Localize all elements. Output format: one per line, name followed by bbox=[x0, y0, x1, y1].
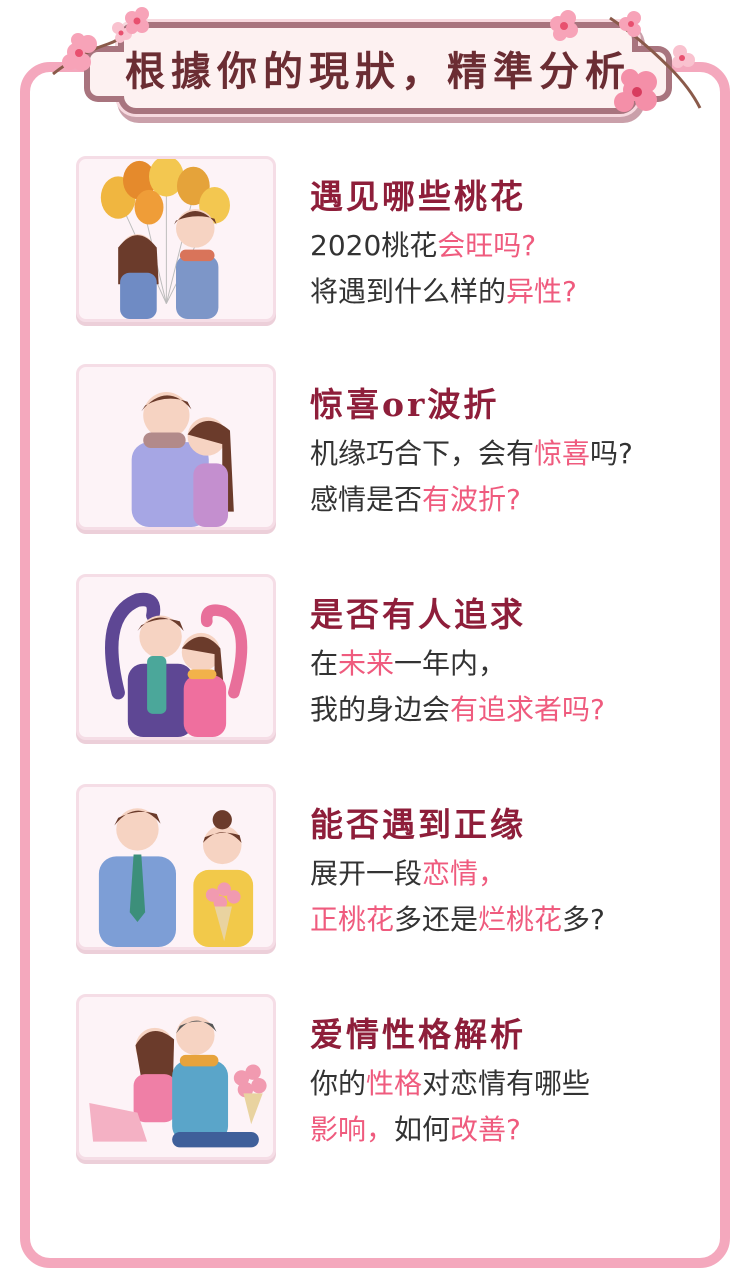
highlight-segment: 性格 bbox=[366, 1067, 423, 1100]
item-line-2: 将遇到什么样的异性? bbox=[310, 270, 577, 310]
blossom-top-icon bbox=[550, 10, 578, 41]
item-line-1: 展开一段恋情， bbox=[310, 852, 506, 892]
text-segment: 我的身边会 bbox=[310, 693, 451, 726]
item-line-1: 机缘巧合下，会有惊喜吗? bbox=[310, 432, 633, 472]
illustration-couple-heart-arms bbox=[76, 574, 276, 740]
balloon-couple-icon bbox=[100, 159, 230, 319]
blossom-right-icon bbox=[609, 11, 702, 112]
item-line-2: 影响，如何改善? bbox=[310, 1108, 521, 1148]
feature-item-admirers: 是否有人追求 在未来一年内， 我的身边会有追求者吗? bbox=[76, 574, 676, 744]
item-title: 遇见哪些桃花 bbox=[310, 177, 526, 216]
text-segment: 你的 bbox=[310, 1067, 367, 1100]
item-line-1: 在未来一年内， bbox=[310, 642, 506, 682]
feature-item-true-love: 能否遇到正缘 展开一段恋情， 正桃花多还是烂桃花多? bbox=[76, 784, 676, 954]
item-title: 是否有人追求 bbox=[310, 595, 526, 634]
highlight-segment: 有波折? bbox=[422, 483, 521, 516]
highlight-segment: 未来 bbox=[338, 647, 395, 680]
highlight-segment: 会旺吗? bbox=[437, 229, 537, 262]
blossom-small-icon bbox=[125, 7, 149, 34]
banner-title: 根據你的現狀，精準分析 bbox=[125, 48, 631, 95]
item-line-2: 正桃花多还是烂桃花多? bbox=[310, 898, 605, 938]
title-banner: 根據你的現狀，精準分析 bbox=[84, 22, 672, 114]
illustration-couple-sitting-back-to-back bbox=[76, 994, 276, 1160]
text-segment: 感情是否 bbox=[310, 483, 423, 516]
highlight-segment: 改善? bbox=[450, 1113, 521, 1146]
text-segment: 在 bbox=[310, 647, 339, 680]
text-segment: 将遇到什么样的 bbox=[310, 275, 507, 308]
bouquet-couple-icon bbox=[98, 808, 254, 947]
feature-item-personality: 爱情性格解析 你的性格对恋情有哪些 影响，如何改善? bbox=[76, 994, 676, 1164]
illustration-couple-with-balloons bbox=[76, 156, 276, 322]
feature-item-peach-blossom: 遇见哪些桃花 2020桃花会旺吗? 将遇到什么样的异性? bbox=[76, 156, 676, 326]
highlight-segment: 影响， bbox=[310, 1113, 395, 1146]
text-segment: 如何 bbox=[394, 1113, 451, 1146]
sitting-couple-icon bbox=[89, 1016, 267, 1148]
item-line-2: 我的身边会有追求者吗? bbox=[310, 688, 605, 728]
item-title: 爱情性格解析 bbox=[310, 1015, 526, 1054]
highlight-segment: 恋情， bbox=[422, 857, 507, 890]
text-segment: 多? bbox=[562, 903, 605, 936]
heart-arms-couple-icon bbox=[105, 592, 248, 737]
item-line-1: 2020桃花会旺吗? bbox=[310, 224, 536, 264]
item-title: 惊喜or波折 bbox=[310, 385, 500, 424]
text-segment: 吗? bbox=[590, 437, 633, 470]
text-segment: 对恋情有哪些 bbox=[422, 1067, 591, 1100]
text-segment: 2020桃花 bbox=[310, 229, 438, 262]
highlight-segment: 有追求者吗? bbox=[450, 693, 605, 726]
illustration-couple-embracing bbox=[76, 364, 276, 530]
highlight-segment: 异性? bbox=[506, 275, 577, 308]
item-line-2: 感情是否有波折? bbox=[310, 478, 521, 518]
item-line-1: 你的性格对恋情有哪些 bbox=[310, 1062, 590, 1102]
highlight-segment: 烂桃花 bbox=[478, 903, 563, 936]
illustration-couple-with-bouquet bbox=[76, 784, 276, 950]
text-segment: 一年内， bbox=[394, 647, 507, 680]
blossom-left-icon bbox=[52, 22, 138, 76]
highlight-segment: 正桃花 bbox=[310, 903, 395, 936]
text-segment: 多还是 bbox=[394, 903, 479, 936]
embracing-couple-icon bbox=[131, 392, 234, 527]
item-title: 能否遇到正缘 bbox=[310, 805, 526, 844]
feature-item-surprise: 惊喜or波折 机缘巧合下，会有惊喜吗? 感情是否有波折? bbox=[76, 364, 676, 534]
text-segment: 机缘巧合下，会有 bbox=[310, 437, 535, 470]
highlight-segment: 惊喜 bbox=[534, 437, 591, 470]
text-segment: 展开一段 bbox=[310, 857, 423, 890]
